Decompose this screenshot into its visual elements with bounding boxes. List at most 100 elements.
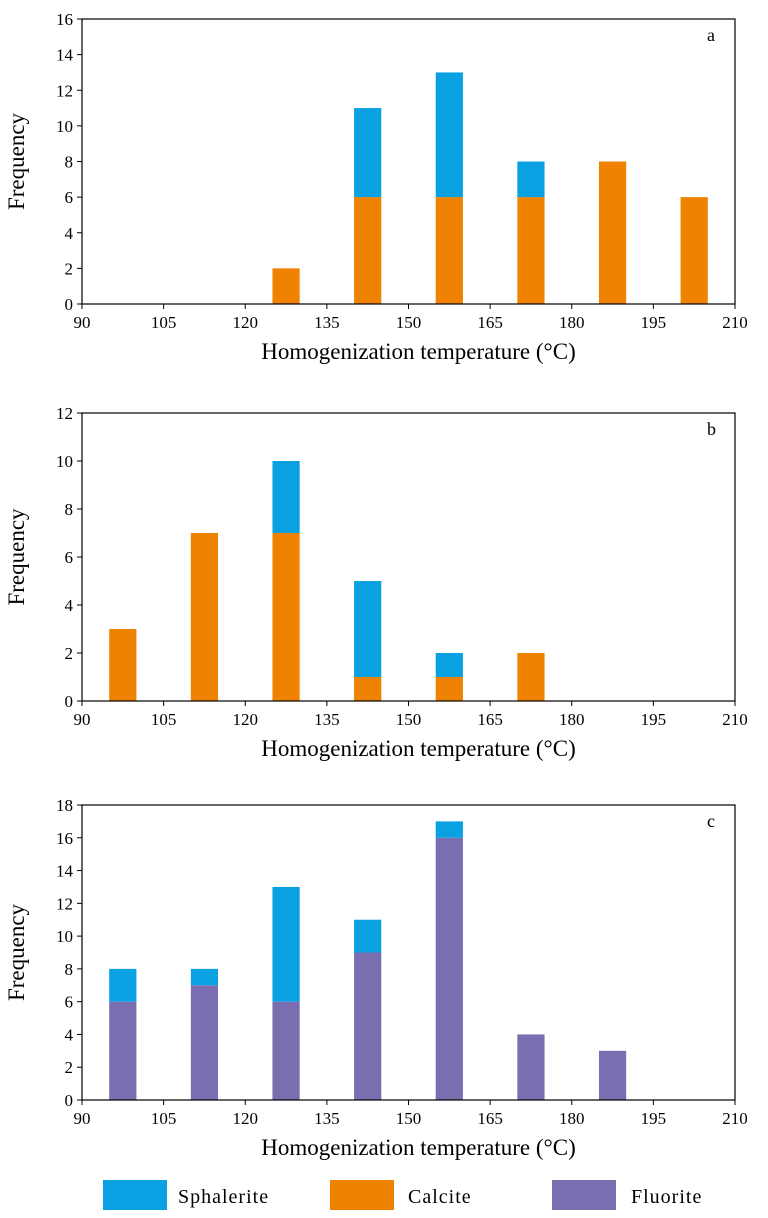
bar-sphalerite-c-3	[354, 919, 382, 953]
legend-label-calcite: Calcite	[408, 1186, 472, 1208]
y-tick-label-a-6: 12	[56, 81, 73, 100]
bar-fluorite-c-4	[435, 837, 463, 1100]
bar-fluorite-c-5	[517, 1034, 545, 1100]
x-tick-label-c-0: 90	[74, 1109, 91, 1128]
y-tick-label-b-2: 4	[65, 596, 74, 615]
y-tick-label-c-3: 6	[65, 993, 74, 1012]
bars-a	[272, 72, 708, 304]
y-tick-label-a-5: 10	[56, 117, 73, 136]
x-tick-label-b-3: 135	[314, 710, 340, 729]
y-axis-label-c: Frequency	[4, 903, 29, 1001]
legend-swatch-sphalerite	[103, 1180, 167, 1210]
x-axis-label-a: Homogenization temperature (°C)	[261, 339, 575, 364]
x-tick-label-b-4: 150	[396, 710, 422, 729]
y-tick-label-b-0: 0	[65, 692, 74, 711]
chart-panel-b: 0 2 4 6 8 10 12 90 105 120 135 150 165 180 195 210 Homog…	[4, 404, 748, 761]
panel-label-b: b	[707, 419, 716, 439]
x-tick-label-a-4: 150	[396, 313, 422, 332]
plot-frame-b	[81, 412, 736, 702]
bar-sphalerite-b-3	[354, 581, 382, 677]
x-tick-label-b-2: 120	[233, 710, 259, 729]
x-axis-label-b: Homogenization temperature (°C)	[261, 736, 575, 761]
bar-fluorite-c-0	[109, 1001, 137, 1100]
x-tick-label-a-5: 165	[477, 313, 503, 332]
x-tick-label-a-6: 180	[559, 313, 585, 332]
bar-sphalerite-c-1	[190, 968, 219, 986]
x-tick-label-b-0: 90	[74, 710, 91, 729]
x-tick-label-c-8: 210	[722, 1109, 748, 1128]
bar-sphalerite-a-2	[435, 72, 463, 198]
x-tick-label-c-5: 165	[477, 1109, 503, 1128]
x-tick-label-a-0: 90	[74, 313, 91, 332]
bar-sphalerite-a-1	[354, 108, 382, 198]
y-tick-label-a-4: 8	[65, 153, 74, 172]
bar-calcite-a-1	[354, 197, 382, 304]
bar-sphalerite-a-3	[517, 161, 545, 198]
bars-b	[109, 461, 545, 701]
bar-sphalerite-c-2	[272, 886, 300, 1002]
bar-fluorite-c-2	[272, 1001, 300, 1100]
y-tick-label-c-6: 12	[56, 894, 73, 913]
y-tick-label-b-5: 10	[56, 452, 73, 471]
bar-calcite-b-0	[109, 629, 137, 701]
x-tick-label-a-1: 105	[151, 313, 177, 332]
y-tick-label-c-0: 0	[65, 1091, 74, 1110]
x-tick-label-a-7: 195	[641, 313, 667, 332]
y-tick-label-a-8: 16	[56, 10, 73, 29]
x-tick-label-b-1: 105	[151, 710, 177, 729]
y-tick-label-c-2: 4	[65, 1025, 74, 1044]
bar-calcite-b-5	[517, 653, 545, 701]
y-tick-label-a-0: 0	[65, 295, 74, 314]
y-axis-label-b: Frequency	[4, 508, 29, 606]
y-tick-label-c-4: 8	[65, 960, 74, 979]
x-tick-label-a-2: 120	[233, 313, 259, 332]
bar-fluorite-c-6	[598, 1050, 627, 1100]
bar-sphalerite-b-4	[435, 653, 463, 677]
x-tick-label-c-7: 195	[641, 1109, 667, 1128]
y-tick-label-b-6: 12	[56, 404, 73, 423]
x-tick-label-a-3: 135	[314, 313, 340, 332]
y-tick-label-c-7: 14	[56, 862, 74, 881]
x-tick-label-c-1: 105	[151, 1109, 177, 1128]
legend-label-fluorite: Fluorite	[631, 1186, 702, 1208]
bar-calcite-b-1	[190, 533, 219, 701]
bar-calcite-a-4	[598, 161, 627, 304]
y-tick-label-a-1: 2	[65, 259, 74, 278]
legend-swatch-calcite	[330, 1180, 394, 1210]
y-tick-label-b-4: 8	[65, 500, 74, 519]
x-axis-label-c: Homogenization temperature (°C)	[261, 1135, 575, 1160]
bar-sphalerite-c-4	[435, 821, 463, 838]
y-tick-label-a-2: 4	[65, 224, 74, 243]
y-tick-label-b-3: 6	[65, 548, 74, 567]
x-tick-label-b-7: 195	[641, 710, 667, 729]
x-tick-label-c-4: 150	[396, 1109, 422, 1128]
bar-sphalerite-b-2	[272, 461, 300, 533]
y-tick-label-a-7: 14	[56, 46, 74, 65]
legend-label-sphalerite: Sphalerite	[178, 1186, 269, 1208]
plot-frame-c	[81, 804, 736, 1101]
y-tick-label-c-9: 18	[56, 796, 73, 815]
bar-calcite-a-0	[272, 268, 300, 304]
bars-c	[109, 821, 627, 1100]
x-tick-label-c-3: 135	[314, 1109, 340, 1128]
legend-swatch-fluorite	[552, 1180, 616, 1210]
bar-calcite-a-2	[435, 197, 463, 304]
x-tick-label-c-2: 120	[233, 1109, 259, 1128]
x-tick-label-c-6: 180	[559, 1109, 585, 1128]
y-tick-label-c-1: 2	[65, 1058, 74, 1077]
bar-calcite-b-2	[272, 533, 300, 701]
bar-calcite-b-3	[354, 677, 382, 701]
y-tick-label-c-5: 10	[56, 927, 73, 946]
y-tick-label-b-1: 2	[65, 644, 74, 663]
y-axis-label-a: Frequency	[4, 112, 29, 210]
x-tick-label-b-5: 165	[477, 710, 503, 729]
chart-panel-a: 0 2 4 6 8 10 12 14 16 90 105 120 135 150 165 180 195 210 H…	[4, 10, 748, 364]
bar-fluorite-c-3	[354, 952, 382, 1100]
y-tick-label-c-8: 16	[56, 829, 73, 848]
bar-calcite-a-3	[517, 197, 545, 304]
chart-panel-c: 0 2 4 6 8 10 12 14 16 18 90 105 120 135 150 165 180 195 21…	[4, 796, 748, 1160]
bar-sphalerite-c-0	[109, 968, 137, 1002]
plot-frame-a	[81, 18, 736, 305]
